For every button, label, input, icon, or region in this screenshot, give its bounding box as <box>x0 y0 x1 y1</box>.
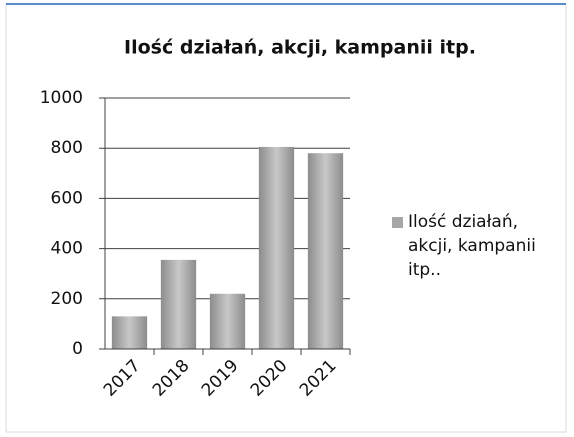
bar <box>111 316 148 349</box>
y-tick-label: 1000 <box>40 88 83 108</box>
legend-label: Ilość działań, akcji, kampanii itp.. <box>408 212 536 280</box>
legend-swatch <box>392 217 403 228</box>
y-tick-label: 600 <box>51 188 83 208</box>
y-tick-label: 400 <box>51 239 83 259</box>
bar <box>209 293 246 349</box>
y-tick-label: 800 <box>51 138 83 158</box>
bar <box>258 146 295 349</box>
y-tick-label: 200 <box>51 289 83 309</box>
legend: Ilość działań, akcji, kampanii itp.. <box>392 210 572 282</box>
bar <box>160 259 197 349</box>
bar <box>307 153 344 349</box>
chart-title: Ilość działań, akcji, kampanii itp. <box>124 37 476 59</box>
y-tick-label: 0 <box>72 339 83 359</box>
legend-entry: Ilość działań, akcji, kampanii itp.. <box>392 210 572 282</box>
